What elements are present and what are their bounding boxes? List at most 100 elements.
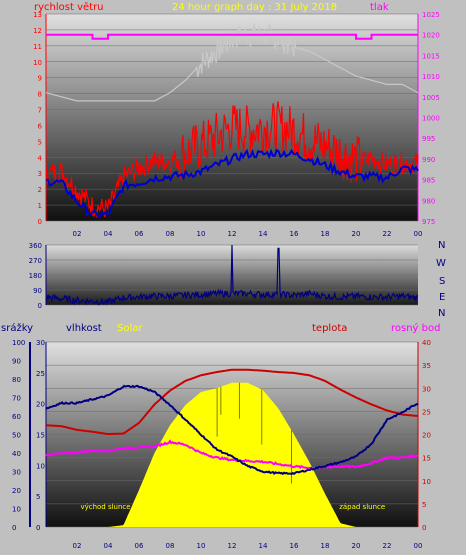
x-tick-label: 22 xyxy=(383,542,392,550)
y-tick-label: 180 xyxy=(29,272,42,280)
y-tick-label-right: 975 xyxy=(422,218,435,226)
wind-speed-label: rychlost větru xyxy=(34,1,104,13)
x-tick-label: 18 xyxy=(321,230,330,238)
y-tick-label-rain: 10 xyxy=(12,506,21,514)
y-tick-label-left: 4 xyxy=(38,154,43,162)
x-tick-label: 12 xyxy=(228,230,237,238)
wind-direction-panel: 0 90 180 270 360 xyxy=(29,242,419,310)
sunset-label: západ slunce xyxy=(339,503,385,511)
pressure-line xyxy=(46,33,418,40)
y-tick-label-right: 985 xyxy=(422,177,435,185)
x-tick-label: 10 xyxy=(197,230,206,238)
humidity-label: vlhkost xyxy=(66,323,102,334)
x-tick-label: 12 xyxy=(228,542,237,550)
direction-letter-n-top: N xyxy=(438,240,445,251)
y-tick-label-left: 1 xyxy=(38,202,42,210)
y-tick-label-rain: 60 xyxy=(12,413,21,421)
y-tick-label-right: 0 xyxy=(422,524,426,532)
wind-gust-line xyxy=(45,101,419,218)
y-tick-label-left: 0 xyxy=(38,218,42,226)
x-tick-label: 16 xyxy=(290,542,299,550)
x-tick-label: 08 xyxy=(166,542,175,550)
x-tick-label: 22 xyxy=(383,230,392,238)
y-tick-label-right: 1020 xyxy=(422,32,440,40)
dewpoint-label: rosný bod xyxy=(391,322,440,334)
x-tick-label: 00 xyxy=(414,542,423,550)
x-tick-label: 14 xyxy=(259,230,268,238)
x-tick-label: 04 xyxy=(104,230,113,238)
y-tick-label: 270 xyxy=(29,257,42,265)
y-tick-label: 360 xyxy=(29,242,42,250)
y-tick-label-right: 1025 xyxy=(422,11,440,19)
x-tick-label: 06 xyxy=(135,230,144,238)
y-tick-label-left: 8 xyxy=(38,91,42,99)
solar-area xyxy=(46,382,418,527)
y-tick-label-humidity: 15 xyxy=(36,432,45,440)
y-tick-label-left: 2 xyxy=(38,186,42,194)
x-tick-label: 02 xyxy=(73,542,82,550)
y-tick-label: 90 xyxy=(33,287,42,295)
rain-label: srážky xyxy=(1,322,33,334)
x-tick-label: 18 xyxy=(321,542,330,550)
y-tick-label-humidity: 5 xyxy=(36,493,40,501)
y-tick-label-rain: 90 xyxy=(12,358,21,366)
direction-letter-s: S xyxy=(439,276,445,287)
y-tick-label-right: 5 xyxy=(422,501,426,509)
y-tick-label-right: 25 xyxy=(422,408,431,416)
x-tick-label: 16 xyxy=(290,230,299,238)
y-tick-label-rain: 80 xyxy=(12,376,21,384)
x-tick-label: 20 xyxy=(352,542,361,550)
y-tick-label-left: 11 xyxy=(33,43,42,51)
wind-average-line xyxy=(45,148,419,219)
y-tick-label-right: 10 xyxy=(422,478,431,486)
x-tick-label: 14 xyxy=(259,542,268,550)
direction-letter-e: E xyxy=(439,292,445,303)
y-tick-label-right: 1000 xyxy=(422,115,440,123)
x-tick-label: 20 xyxy=(352,230,361,238)
y-tick-label-right: 995 xyxy=(422,135,435,143)
y-tick-label-humidity: 25 xyxy=(36,370,45,378)
pressure-label: tlak xyxy=(370,2,389,13)
y-tick-label-rain: 0 xyxy=(12,524,16,532)
y-tick-label-right: 1010 xyxy=(422,73,440,81)
humidity-line xyxy=(45,384,419,476)
y-tick-label-humidity: 30 xyxy=(36,339,45,347)
y-tick-label-rain: 50 xyxy=(12,432,21,440)
y-tick-label-right: 990 xyxy=(422,156,435,164)
x-tick-label: 00 xyxy=(414,230,423,238)
y-tick-label-left: 6 xyxy=(38,122,43,130)
y-tick-label-left: 7 xyxy=(38,107,42,115)
y-tick-label-left: 3 xyxy=(38,170,42,178)
y-tick-label-rain: 40 xyxy=(12,450,21,458)
solar-label: Solar xyxy=(117,323,143,334)
y-tick-label-right: 15 xyxy=(422,455,431,463)
y-tick-label-humidity: 10 xyxy=(36,462,45,470)
dewpoint-line xyxy=(45,439,419,470)
x-tick-label: 08 xyxy=(166,230,175,238)
wind-pressure-panel: 0123456789101112139759809859909951000100… xyxy=(33,11,440,238)
temperature-label: teplota xyxy=(312,323,347,334)
y-tick-label-right: 30 xyxy=(422,385,431,393)
direction-letters: N W S E N xyxy=(436,240,446,319)
wind-direction-line xyxy=(45,244,419,306)
direction-letter-n-bottom: N xyxy=(438,308,445,319)
y-tick-label-right: 35 xyxy=(422,362,431,370)
graph-title: 24 hour graph day : 31 July 2018 xyxy=(172,2,337,13)
x-tick-label: 04 xyxy=(104,542,113,550)
y-tick-label-rain: 30 xyxy=(12,469,21,477)
y-tick-label-left: 5 xyxy=(38,138,42,146)
y-tick-label-rain: 70 xyxy=(12,395,21,403)
y-tick-label-rain: 20 xyxy=(12,487,21,495)
y-tick-label-left: 13 xyxy=(33,11,42,19)
y-tick-label-right: 1015 xyxy=(422,52,440,60)
sunrise-label: východ slunce xyxy=(80,503,130,511)
y-tick-label-left: 12 xyxy=(33,27,42,35)
temperature-humidity-panel: 0 5 10 15 20 25 30 35 40 0 10 20 30 40 50 60 70 80 90 10 00 5… xyxy=(12,339,431,550)
y-tick-label-right: 40 xyxy=(422,339,431,347)
y-tick-label-humidity: 20 xyxy=(36,401,45,409)
y-tick-label: 0 xyxy=(38,302,42,310)
y-tick-label-rain: 100 xyxy=(12,339,25,347)
temperature-line xyxy=(46,368,419,435)
y-tick-label-left: 10 xyxy=(33,59,42,67)
